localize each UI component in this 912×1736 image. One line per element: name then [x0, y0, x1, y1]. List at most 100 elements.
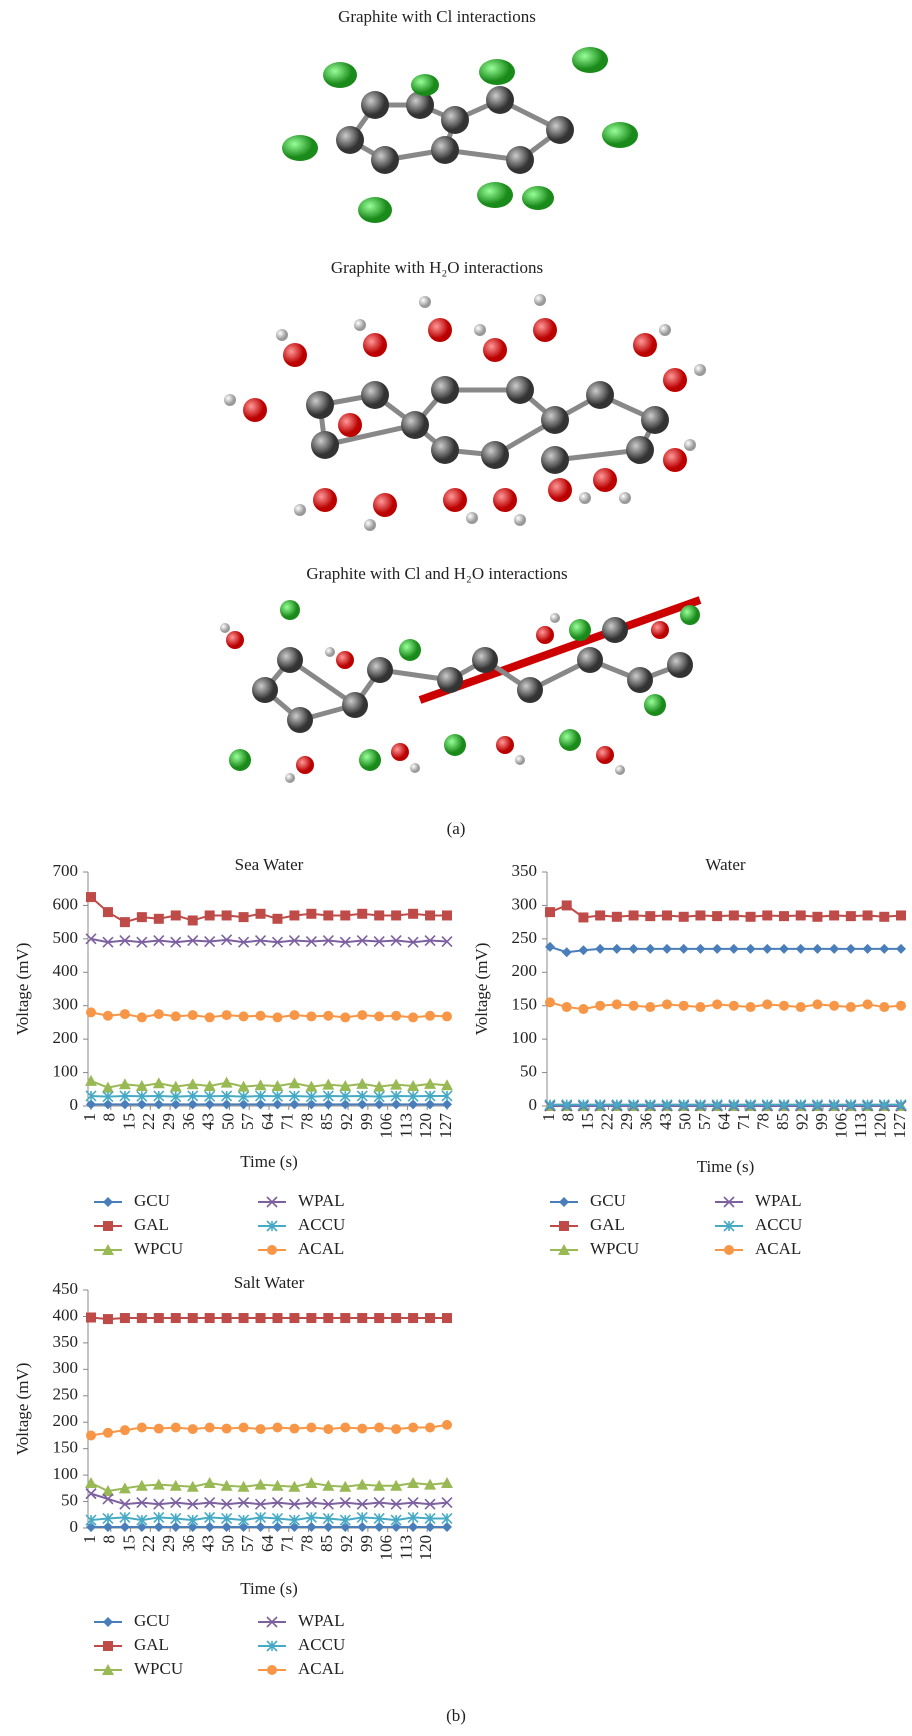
series-line	[549, 1001, 902, 1011]
marker	[424, 1478, 437, 1490]
marker	[442, 1313, 452, 1324]
marker	[119, 1425, 130, 1436]
marker	[136, 912, 147, 923]
marker	[255, 908, 266, 919]
marker	[237, 1080, 250, 1092]
marker	[611, 911, 622, 922]
marker	[204, 910, 215, 921]
legend-label: WPAL	[298, 1191, 345, 1210]
marker	[187, 1010, 198, 1021]
marker	[238, 1497, 250, 1509]
marker	[118, 1482, 131, 1494]
marker	[153, 1009, 164, 1020]
marker	[390, 934, 402, 947]
marker	[136, 1090, 148, 1102]
marker	[390, 1479, 403, 1491]
marker	[254, 1478, 267, 1490]
marker	[561, 1099, 573, 1111]
marker	[340, 1313, 351, 1324]
panel-label: (a)	[447, 819, 466, 838]
x-tick-label: 120	[870, 1113, 889, 1139]
marker	[119, 1511, 131, 1523]
marker	[306, 1099, 317, 1110]
marker	[862, 943, 873, 954]
marker	[578, 945, 589, 956]
marker	[339, 1079, 352, 1091]
y-tick-label: 350	[53, 1332, 79, 1351]
marker	[373, 1512, 385, 1525]
marker	[323, 1313, 334, 1324]
marker	[407, 936, 419, 948]
legend-label: WPCU	[134, 1659, 183, 1678]
marker	[425, 1010, 436, 1021]
marker	[778, 1099, 790, 1111]
series-line	[90, 1079, 448, 1089]
marker	[187, 1514, 199, 1526]
x-tick-label: 36	[636, 1113, 655, 1130]
legend-label: ACAL	[298, 1659, 344, 1678]
marker	[829, 1000, 840, 1011]
x-tick-label: 36	[179, 1113, 198, 1130]
marker	[441, 1512, 453, 1525]
marker	[119, 1099, 130, 1110]
y-axis-label: Voltage (mV)	[472, 943, 491, 1036]
marker	[407, 1497, 419, 1509]
legend-label: GCU	[134, 1611, 170, 1630]
x-tick-label: 29	[159, 1113, 178, 1130]
x-tick-label: 113	[851, 1113, 870, 1138]
x-tick-label: 15	[578, 1113, 597, 1130]
x-tick-label: 43	[199, 1535, 218, 1552]
marker	[339, 936, 351, 948]
marker	[356, 1090, 368, 1102]
y-tick-label: 600	[53, 894, 79, 913]
marker	[238, 1011, 249, 1022]
x-tick-label: 64	[714, 1113, 733, 1131]
marker	[186, 1480, 199, 1492]
x-tick-label: 22	[597, 1113, 616, 1130]
marker	[762, 943, 773, 954]
marker	[323, 1010, 334, 1021]
x-tick-label: 57	[695, 1113, 714, 1131]
x-tick-label: 106	[831, 1113, 850, 1139]
marker	[745, 1099, 757, 1111]
marker	[136, 1521, 147, 1532]
marker	[153, 1423, 164, 1434]
legend-label: WPCU	[590, 1239, 639, 1258]
marker	[879, 943, 890, 954]
x-tick-label: 1	[80, 1535, 99, 1544]
marker	[442, 1419, 452, 1430]
marker	[119, 1090, 131, 1102]
marker	[289, 1010, 300, 1021]
marker	[339, 1480, 352, 1492]
marker	[441, 1497, 453, 1509]
marker	[391, 1313, 402, 1324]
marker	[374, 910, 385, 921]
marker	[424, 1512, 436, 1525]
y-tick-label: 350	[512, 861, 538, 880]
x-tick-label: 64	[258, 1113, 277, 1131]
y-tick-label: 400	[53, 961, 79, 980]
x-axis-label: Time (s)	[697, 1157, 754, 1176]
marker	[723, 1220, 735, 1232]
marker	[153, 934, 165, 947]
marker	[204, 1090, 216, 1102]
marker	[102, 1099, 113, 1110]
marker	[136, 1099, 147, 1110]
series-line	[90, 1516, 447, 1522]
marker	[561, 947, 572, 958]
marker	[779, 943, 789, 954]
marker	[170, 1091, 182, 1103]
marker	[373, 1497, 385, 1509]
marker	[712, 999, 723, 1010]
marker	[407, 1477, 420, 1489]
marker	[357, 908, 368, 919]
x-tick-label: 92	[337, 1535, 356, 1552]
marker	[795, 910, 806, 921]
x-axis-label: Time (s)	[240, 1579, 297, 1598]
x-axis-label: Time (s)	[240, 1152, 297, 1171]
marker	[373, 1080, 386, 1092]
marker	[340, 1012, 351, 1023]
molecule-h2o	[224, 294, 706, 531]
legend-label: GAL	[590, 1215, 625, 1234]
x-tick-label: 64	[258, 1535, 277, 1553]
